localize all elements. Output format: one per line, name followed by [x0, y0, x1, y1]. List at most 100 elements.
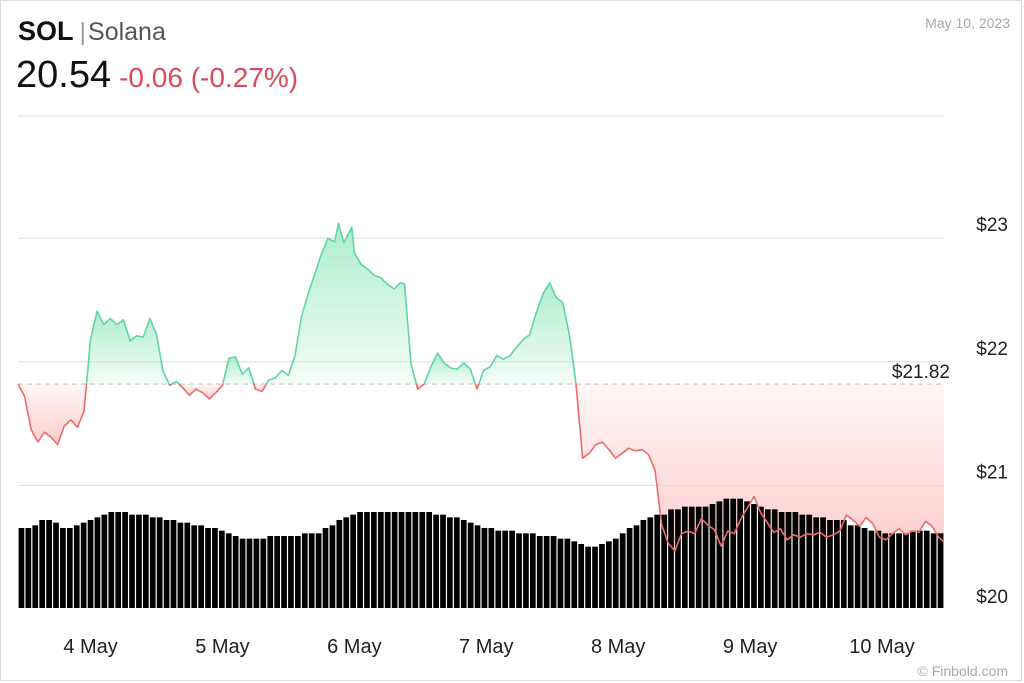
volume-bar	[910, 530, 916, 608]
x-tick-label: 6 May	[327, 636, 381, 658]
area-above-reference	[222, 356, 254, 384]
volume-bar	[702, 506, 709, 608]
volume-bar	[523, 533, 529, 608]
volume-bar	[384, 512, 391, 608]
volume-bar	[364, 512, 370, 608]
volume-bar	[18, 528, 25, 608]
volume-bar	[675, 509, 681, 608]
area-above-reference	[478, 282, 576, 384]
volume-bar	[391, 512, 398, 608]
volume-bar	[758, 506, 764, 608]
volume-bar	[599, 544, 605, 608]
volume-bar	[142, 514, 149, 608]
volume-bar	[447, 517, 453, 608]
volume-bar	[744, 501, 750, 608]
volume-bar	[329, 525, 336, 608]
volume-bar	[467, 522, 474, 608]
price-line-down	[575, 383, 945, 552]
volume-bar	[495, 530, 502, 608]
reference-label: $21.82	[892, 362, 950, 383]
volume-bar	[834, 520, 840, 608]
volume-bar	[108, 512, 115, 608]
volume-bar	[288, 536, 294, 608]
volume-bar	[619, 533, 626, 608]
volume-bar	[198, 525, 204, 608]
volume-bar	[820, 517, 826, 608]
volume-bar	[336, 520, 343, 608]
volume-bar	[115, 512, 122, 608]
volume-bar	[94, 517, 101, 608]
volume-bar	[191, 525, 198, 608]
volume-bar	[516, 533, 522, 608]
volume-bar	[751, 504, 757, 608]
volume-bar	[205, 528, 211, 608]
volume-bar	[25, 528, 32, 608]
x-tick-label: 9 May	[723, 636, 777, 658]
area-above-reference	[424, 353, 476, 384]
volume-bar	[827, 520, 833, 608]
volume-bar	[937, 533, 944, 608]
volume-bar	[371, 512, 377, 608]
volume-bar	[295, 536, 301, 608]
price-line-up	[222, 356, 255, 385]
volume-bar	[536, 536, 543, 608]
volume-bar	[412, 512, 419, 608]
volume-bar	[716, 501, 723, 608]
volume-bar	[350, 514, 357, 608]
volume-bar	[578, 544, 585, 608]
volume-bar	[626, 528, 633, 608]
volume-bar	[219, 530, 225, 608]
x-tick-label: 10 May	[849, 636, 915, 658]
volume-bar	[875, 530, 882, 608]
volume-bar	[260, 538, 267, 608]
ticker-symbol: SOL	[18, 16, 74, 46]
volume-bar	[377, 512, 384, 608]
volume-bar	[136, 514, 142, 608]
price-line-down	[168, 383, 173, 387]
volume-bar	[564, 538, 571, 608]
volume-bar	[778, 512, 785, 608]
volume-bar	[529, 533, 536, 608]
volume-bar	[315, 533, 322, 608]
volume-bar	[647, 517, 654, 608]
price-line-up	[423, 352, 477, 385]
price-line-down	[253, 383, 268, 393]
volume-bar	[903, 533, 909, 608]
separator: |	[79, 18, 87, 46]
current-price: 20.54	[16, 54, 112, 96]
volume-bar	[730, 498, 737, 608]
volume-bar	[419, 512, 426, 608]
volume-bar	[440, 514, 446, 608]
volume-bar	[571, 541, 578, 608]
price-change: -0.06 (-0.27%)	[119, 62, 299, 93]
volume-bar	[668, 509, 674, 608]
volume-bar	[695, 506, 702, 608]
volume-bar	[481, 528, 488, 608]
volume-bar	[868, 530, 875, 608]
volume-bar	[39, 520, 46, 608]
volume-bar	[322, 528, 329, 608]
volume-bar	[281, 536, 287, 608]
volume-bar	[129, 514, 135, 608]
volume-bar	[246, 538, 253, 608]
price-line-down	[178, 383, 224, 400]
volume-bar	[398, 512, 405, 608]
volume-bar	[633, 525, 640, 608]
x-tick-label: 7 May	[459, 636, 513, 658]
volume-bar	[308, 533, 315, 608]
volume-bar	[916, 530, 923, 608]
volume-bar	[163, 520, 170, 608]
volume-bar	[661, 514, 667, 608]
volume-bar	[433, 514, 439, 608]
volume-bar	[253, 538, 260, 608]
volume-bar	[53, 522, 59, 608]
volume-bar	[225, 533, 232, 608]
volume-bar	[806, 514, 813, 608]
area-below-reference	[576, 384, 944, 551]
volume-bar	[60, 528, 66, 608]
area-below-reference	[18, 384, 87, 445]
volume-bar	[605, 541, 612, 608]
volume-bar	[156, 517, 163, 608]
area-above-reference	[266, 223, 417, 384]
